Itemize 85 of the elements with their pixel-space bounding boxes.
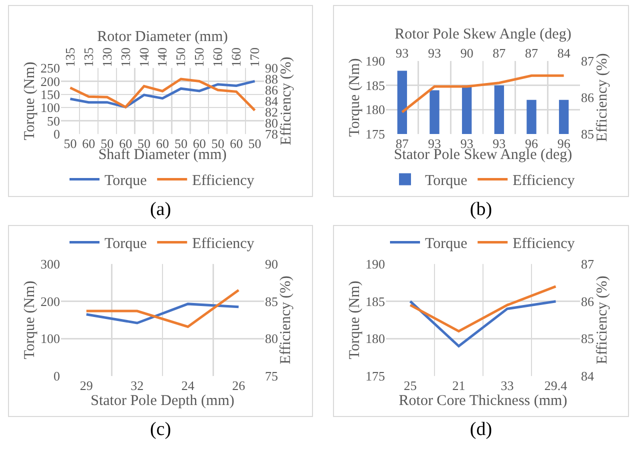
text: 170 (246, 48, 262, 67)
text: 160 (228, 48, 244, 67)
y-tick-label: 300 (40, 256, 60, 272)
y-tick-label: 175 (366, 126, 385, 142)
y2-tick-label: 86 (581, 90, 594, 106)
legend-label: Torque (104, 236, 148, 252)
text: 140 (154, 48, 170, 67)
text: (c) (148, 419, 172, 441)
y2-tick-label: 85 (265, 294, 278, 309)
y2-tick-label: 87 (581, 54, 594, 69)
x-tick-label: 50 (64, 136, 77, 151)
y2-axis-title: Efficiency (%) (594, 53, 610, 142)
x-axis-title: Rotor Core Thickness (mm) (398, 393, 568, 409)
y2-tick-label: 80 (265, 331, 278, 346)
x-axis-title: Stator Pole Skew Angle (deg) (394, 147, 572, 163)
text: 160 (210, 48, 226, 67)
y-axis-title: Torque (Nm) (346, 58, 363, 137)
text: 130 (99, 48, 114, 67)
y-tick-label: 185 (366, 78, 385, 93)
y-tick-label: 250 (40, 60, 60, 76)
x-tick-label: 24 (181, 378, 195, 393)
x-tick-label: 25 (404, 378, 417, 393)
y-tick-label: 100 (40, 100, 60, 116)
text: (d) (468, 419, 494, 441)
y2-tick-label: 84 (581, 368, 594, 384)
y-axis-title: Torque (Nm) (22, 62, 38, 140)
legend-label: Efficiency (192, 173, 255, 190)
text: 87 (492, 45, 506, 60)
text: 84 (557, 45, 571, 60)
y-tick-label: 180 (366, 102, 385, 118)
text: 87 (525, 45, 538, 60)
text: 135 (62, 48, 78, 67)
y2-axis-title: Efficiency (%) (278, 56, 294, 146)
x-tick-label: 32 (130, 378, 144, 393)
y-tick-label: 100 (40, 331, 60, 346)
x-axis-title: Stator Pole Depth (mm) (90, 393, 234, 409)
y-tick-label: 0 (54, 368, 60, 384)
y-tick-label: 190 (366, 256, 385, 272)
x2-axis-title: Rotor Pole Skew Angle (deg) (394, 26, 572, 43)
y-axis-title: Torque (Nm) (346, 280, 363, 360)
x-tick-label: 50 (248, 136, 262, 151)
legend-label: Efficiency (512, 173, 576, 190)
legend-label: Torque (425, 236, 468, 252)
text: 140 (136, 48, 152, 67)
x-tick-label: 26 (232, 378, 246, 393)
x-tick-label: 60 (230, 136, 243, 151)
y-tick-label: 190 (366, 54, 385, 69)
y-tick-label: 175 (366, 368, 385, 384)
y-tick-label: 200 (40, 294, 60, 309)
text: 150 (173, 48, 188, 67)
x-tick-label: 29 (80, 378, 93, 393)
x-tick-label: 33 (500, 378, 514, 393)
y-axis-title: Torque (Nm) (22, 280, 38, 360)
y2-tick-label: 87 (581, 256, 594, 272)
text: 150 (192, 48, 207, 67)
y-tick-label: 200 (40, 74, 60, 89)
text: (a) (148, 199, 172, 221)
line-series (85, 302, 240, 324)
y2-tick-label: 85 (581, 331, 594, 346)
text: 130 (118, 48, 133, 67)
y-tick-label: 185 (366, 294, 385, 309)
legend-label: Torque (425, 173, 468, 190)
y2-tick-label: 75 (265, 368, 278, 384)
y2-tick-label: 85 (581, 126, 594, 142)
x-tick-label: 21 (452, 378, 466, 393)
text: 90 (460, 45, 474, 60)
line-series (400, 74, 566, 114)
text: 135 (80, 48, 96, 67)
text: (b) (468, 199, 494, 221)
y-tick-label: 180 (366, 331, 385, 346)
y-tick-label: 150 (40, 86, 60, 102)
y2-tick-label: 86 (581, 294, 594, 309)
y2-axis-title: Efficiency (%) (278, 276, 294, 364)
x2-axis-title: Rotor Diameter (mm) (97, 28, 228, 45)
text: 93 (396, 45, 409, 60)
y-tick-label: 0 (54, 126, 60, 142)
y-tick-label: 50 (47, 113, 60, 128)
legend-label: Efficiency (512, 236, 576, 252)
x-tick-label: 60 (82, 136, 96, 151)
x-tick-label: 29.4 (544, 378, 568, 393)
text: 93 (428, 45, 441, 60)
y2-tick-label: 90 (265, 256, 278, 272)
legend-label: Torque (104, 173, 148, 190)
y2-axis-title: Efficiency (%) (594, 276, 610, 364)
legend-label: Efficiency (192, 236, 255, 252)
